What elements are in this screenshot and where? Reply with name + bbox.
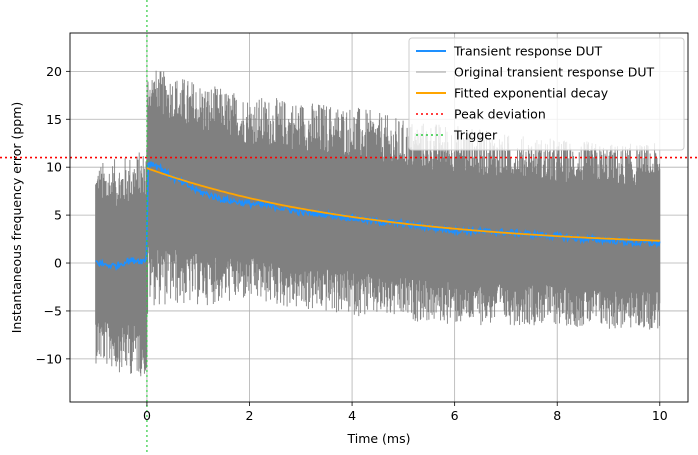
x-tick-label: 8 [553, 408, 561, 423]
legend-label: Original transient response DUT [454, 65, 655, 80]
y-tick-label: −10 [36, 351, 62, 366]
y-tick-label: 20 [46, 64, 62, 79]
legend-label: Transient response DUT [453, 44, 603, 59]
y-tick-label: 5 [54, 208, 62, 223]
x-tick-label: 0 [143, 408, 151, 423]
y-axis-label: Instantaneous frequency error (ppm) [9, 102, 24, 334]
fitted-decay-line [146, 167, 660, 242]
plot-frame [69, 32, 689, 403]
y-tick-label: −5 [44, 303, 62, 318]
legend: Transient response DUT Original transient… [408, 37, 685, 151]
legend-label: Trigger [453, 128, 498, 143]
y-tick-label: 15 [46, 112, 62, 127]
axis-ticks: 0 2 4 6 8 10 −10 −5 0 5 10 15 20 [36, 64, 668, 423]
x-tick-label: 6 [451, 408, 459, 423]
x-tick-label: 4 [348, 408, 356, 423]
legend-box [408, 37, 685, 151]
x-tick-label: 2 [246, 408, 254, 423]
legend-label: Peak deviation [454, 107, 546, 122]
y-tick-label: 10 [46, 160, 62, 175]
y-tick-label: 0 [54, 256, 62, 271]
x-axis-label: Time (ms) [346, 431, 410, 446]
x-tick-label: 10 [652, 408, 668, 423]
plot-border [69, 32, 689, 403]
legend-label: Fitted exponential decay [454, 86, 609, 101]
